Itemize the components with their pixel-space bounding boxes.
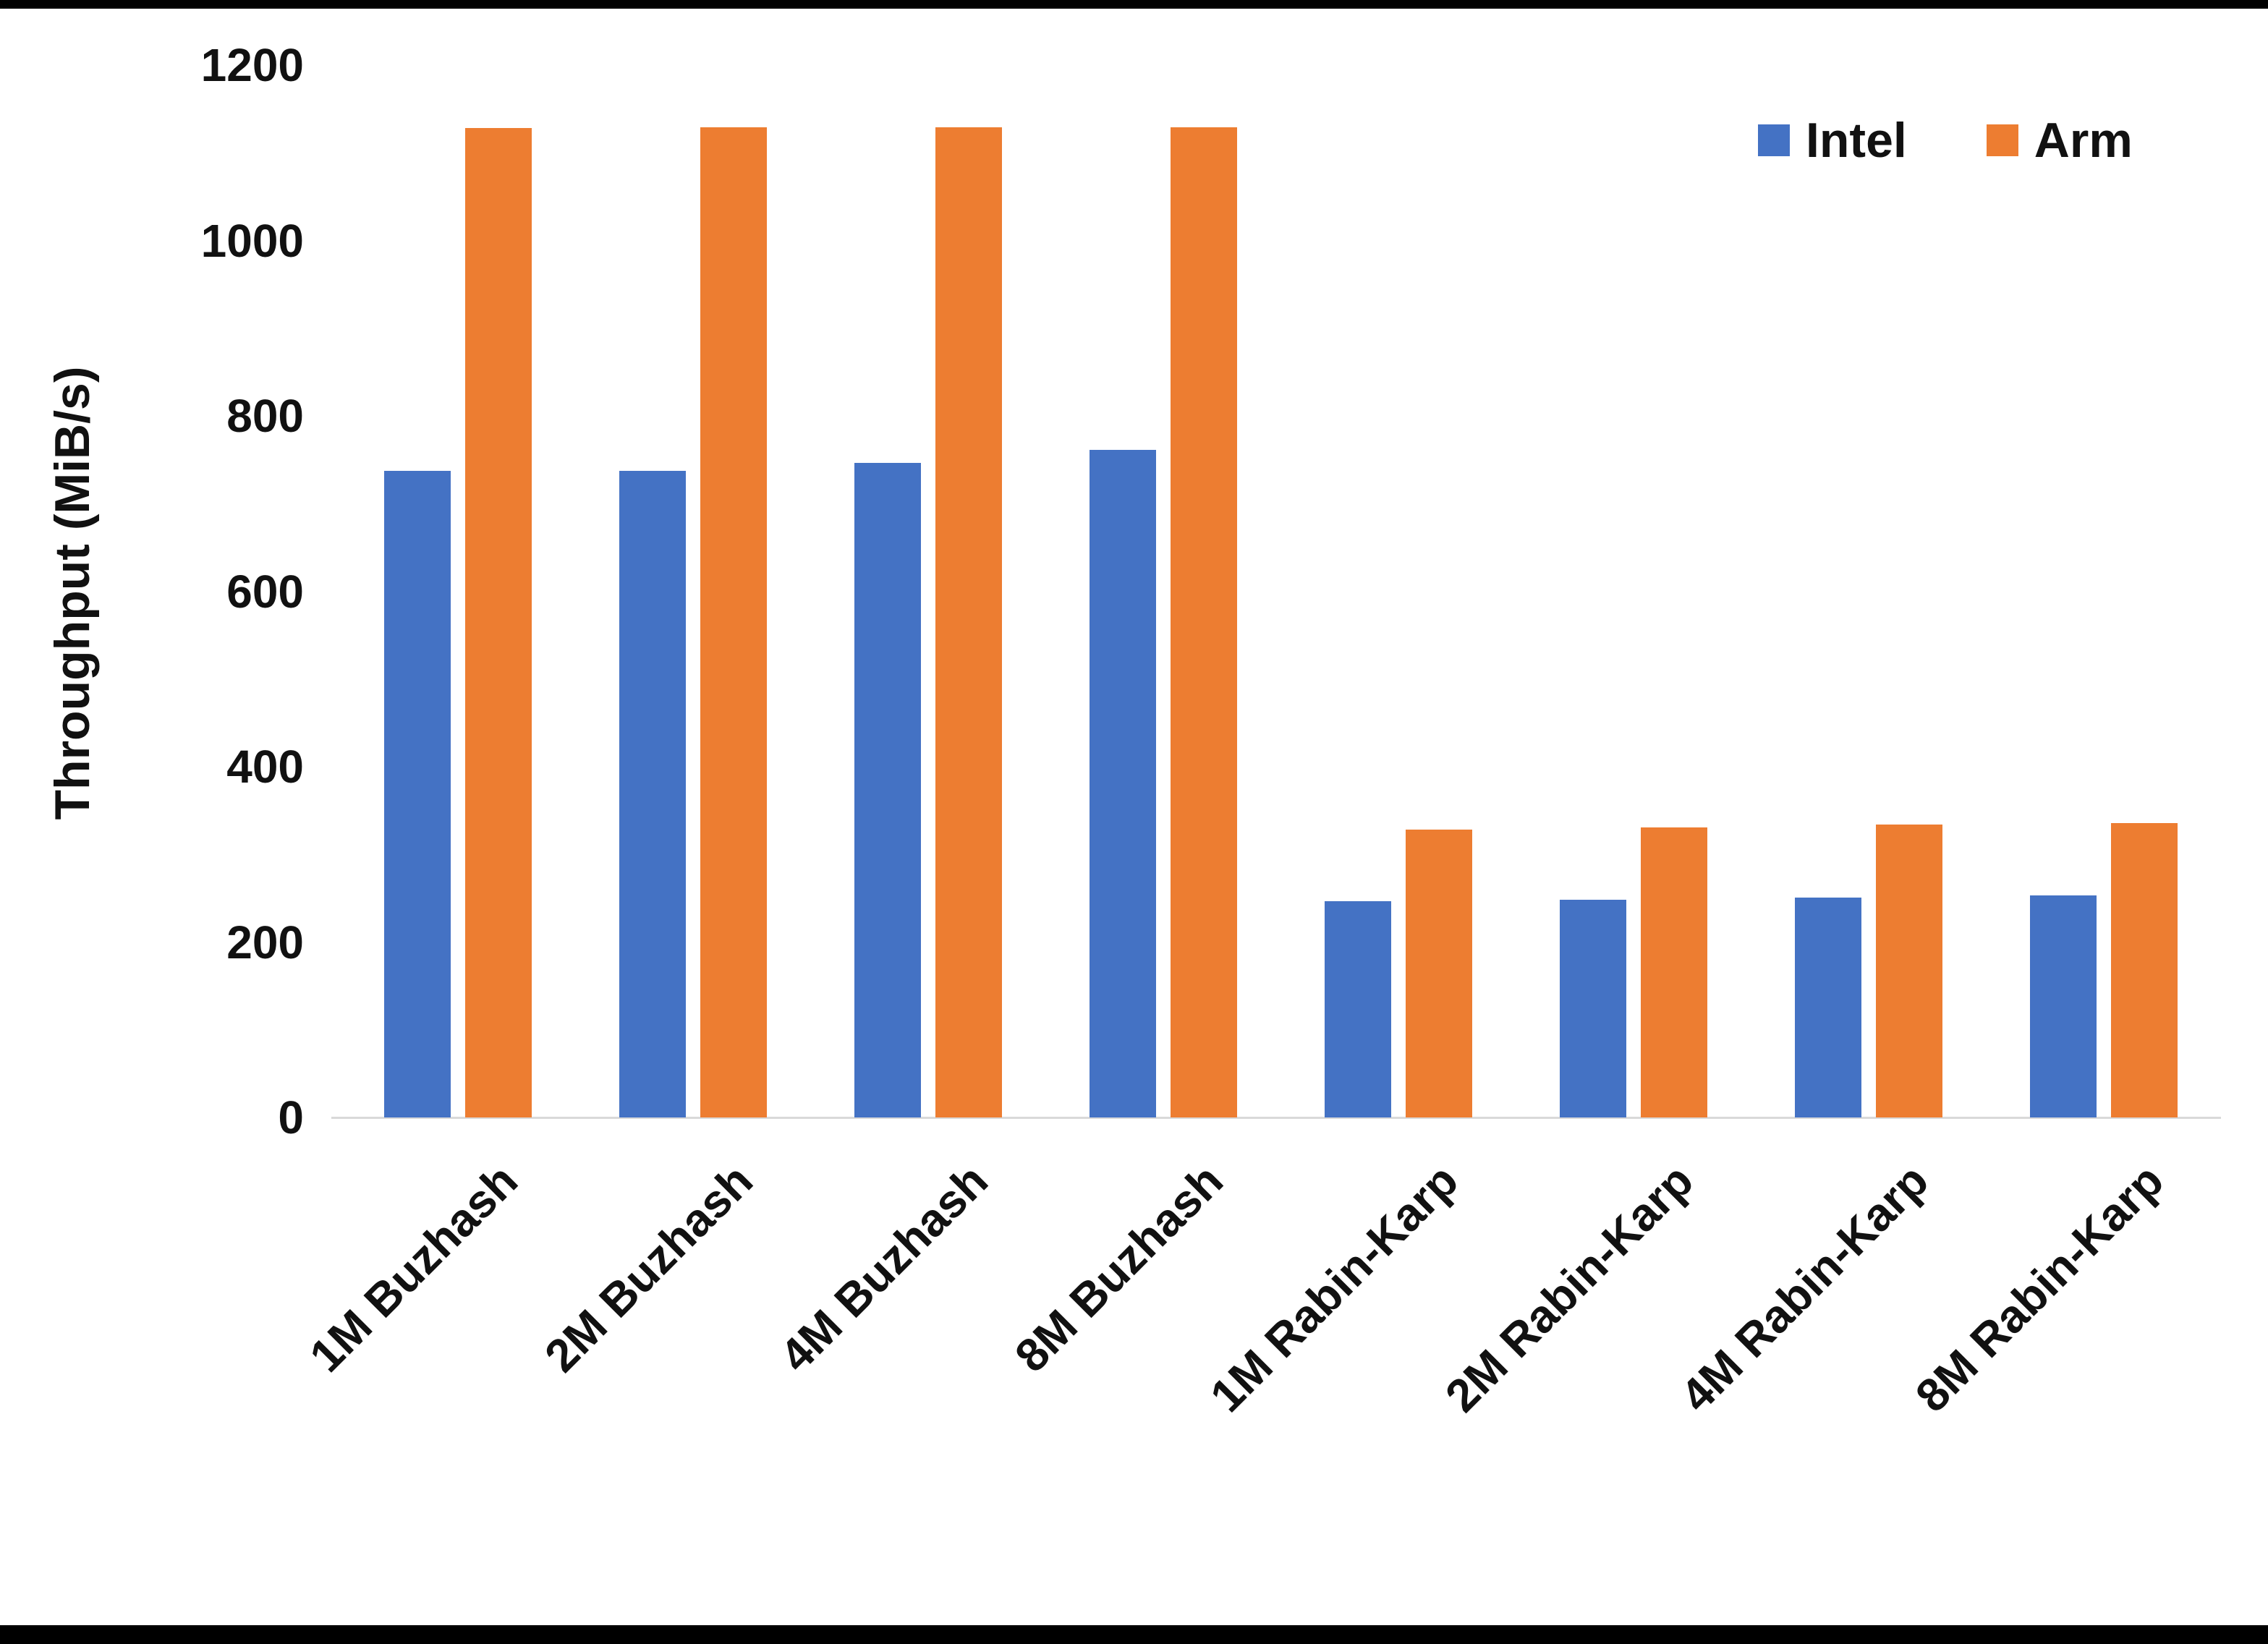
x-tick-label-8m-rabin-karp: 8M Rabin-Karp bbox=[1905, 1154, 2174, 1422]
y-tick-label-800: 800 bbox=[226, 390, 304, 442]
y-tick-label-0: 0 bbox=[278, 1091, 304, 1143]
legend: Intel Arm bbox=[1758, 112, 2133, 169]
bar-arm-4m-buzhash bbox=[935, 127, 1002, 1117]
x-tick-label-2m-rabin-karp: 2M Rabin-Karp bbox=[1435, 1154, 1704, 1422]
legend-label-intel: Intel bbox=[1806, 113, 1907, 168]
y-tick-label-1000: 1000 bbox=[200, 214, 304, 267]
legend-label-arm: Arm bbox=[2034, 113, 2133, 168]
bar-intel-4m-rabin-karp bbox=[1794, 897, 1861, 1117]
bar-arm-1m-rabin-karp bbox=[1405, 830, 1472, 1117]
bar-arm-8m-buzhash bbox=[1170, 127, 1237, 1117]
bottom-border bbox=[0, 1625, 2268, 1644]
y-tick-label-1200: 1200 bbox=[200, 39, 304, 91]
top-border bbox=[0, 0, 2268, 9]
bar-intel-8m-buzhash bbox=[1089, 450, 1156, 1117]
y-tick-label-200: 200 bbox=[226, 916, 304, 968]
bar-arm-8m-rabin-karp bbox=[2110, 822, 2178, 1117]
bar-intel-8m-rabin-karp bbox=[2029, 895, 2097, 1117]
x-tick-label-4m-rabin-karp: 4M Rabin-Karp bbox=[1670, 1154, 1939, 1422]
legend-swatch-arm bbox=[1986, 124, 2018, 156]
plot-area bbox=[331, 65, 2221, 1119]
bar-intel-1m-buzhash bbox=[383, 471, 451, 1117]
x-tick-label-2m-buzhash: 2M Buzhash bbox=[535, 1154, 763, 1382]
bar-intel-1m-rabin-karp bbox=[1324, 900, 1391, 1117]
bar-arm-1m-buzhash bbox=[464, 128, 532, 1117]
x-tick-label-4m-buzhash: 4M Buzhash bbox=[770, 1154, 998, 1382]
bar-arm-2m-rabin-karp bbox=[1640, 827, 1707, 1117]
bar-arm-4m-rabin-karp bbox=[1875, 825, 1942, 1117]
bar-intel-4m-buzhash bbox=[854, 463, 921, 1117]
y-tick-label-400: 400 bbox=[226, 741, 304, 793]
x-tick-label-1m-buzhash: 1M Buzhash bbox=[300, 1154, 528, 1382]
bar-arm-2m-buzhash bbox=[700, 127, 767, 1117]
x-tick-label-8m-buzhash: 8M Buzhash bbox=[1005, 1154, 1233, 1382]
x-axis-line bbox=[331, 1117, 2221, 1119]
bar-intel-2m-rabin-karp bbox=[1559, 900, 1626, 1117]
x-tick-label-1m-rabin-karp: 1M Rabin-Karp bbox=[1199, 1154, 1469, 1422]
legend-item-intel: Intel bbox=[1758, 112, 1907, 169]
legend-swatch-intel bbox=[1758, 124, 1790, 156]
y-tick-label-600: 600 bbox=[226, 565, 304, 618]
bar-intel-2m-buzhash bbox=[619, 471, 686, 1117]
legend-item-arm: Arm bbox=[1986, 112, 2133, 169]
